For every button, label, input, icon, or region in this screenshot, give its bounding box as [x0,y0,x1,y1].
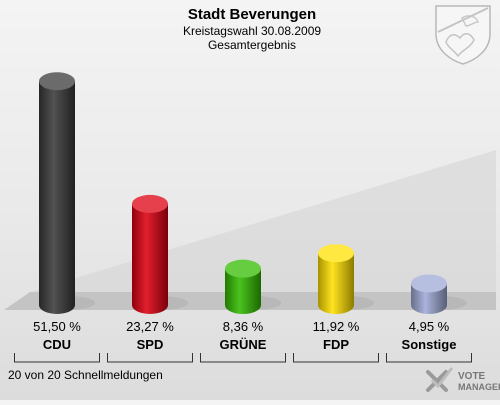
category-bracket [200,353,286,363]
value-label: 8,36 % [223,319,264,334]
bar-top [132,194,168,213]
vote-manager-icon [426,367,454,392]
chart-floor-back [30,150,496,292]
bar-top [411,274,447,293]
category-bracket [386,353,472,363]
category-label: Sonstige [402,337,457,352]
page-subtitle: Kreistagswahl 30.08.2009 [183,24,321,38]
bar-spd [132,203,168,314]
vote-manager-logo: VOTE MANAGER [426,367,500,392]
logo-line-2: MANAGER [458,382,500,392]
category-label: SPD [137,337,164,352]
category-label: FDP [323,337,349,352]
value-label: 4,95 % [409,319,450,334]
category-bracket [107,353,193,363]
category-label: CDU [43,337,71,352]
category-bracket [14,353,100,363]
value-label: 51,50 % [33,319,81,334]
page-title: Stadt Beverungen [188,6,316,23]
report-status: 20 von 20 Schnellmeldungen [8,368,163,382]
page-subtitle-2: Gesamtergebnis [208,38,296,52]
bar-top [318,244,354,263]
value-label: 23,27 % [126,319,174,334]
bar-fdp [318,253,354,314]
category-bracket [293,353,379,363]
category-brackets [14,353,472,363]
bar-grüne [225,268,261,314]
labels: 51,50 % CDU 23,27 % SPD 8,36 % GRÜNE 11,92 % FD… [33,319,456,352]
value-label: 11,92 % [313,319,360,334]
logo-line-1: VOTE [458,371,486,382]
bar-top [39,72,75,91]
bars [39,72,467,314]
bar-top [225,259,261,278]
bar-cdu [39,81,75,314]
coat-of-arms-icon [435,5,491,65]
category-label: GRÜNE [220,337,267,352]
